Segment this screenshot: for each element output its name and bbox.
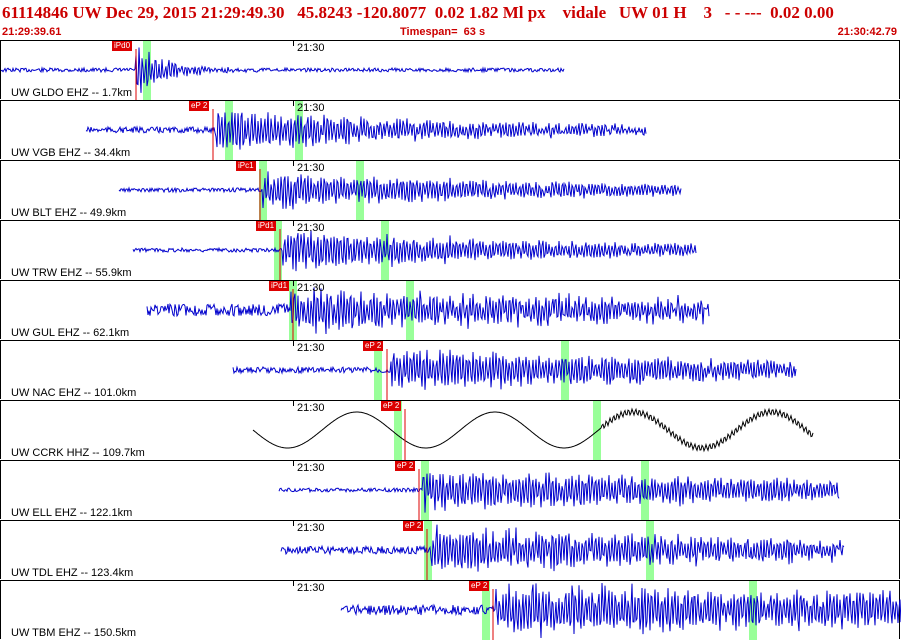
pick-label[interactable]: eP 2: [363, 341, 384, 351]
time-tick: [293, 101, 294, 106]
pick-label[interactable]: iPd0: [112, 41, 133, 51]
station-label: UW TDL EHZ -- 123.4km: [11, 567, 134, 579]
time-tick: [293, 461, 294, 466]
pick-label[interactable]: iPc1: [236, 161, 256, 171]
phase-highlight: [641, 461, 649, 520]
station-label: UW BLT EHZ -- 49.9km: [11, 207, 127, 219]
event-title: 61114846 UW Dec 29, 2015 21:29:49.30 45.…: [2, 3, 834, 22]
pick-label[interactable]: eP 2: [381, 401, 402, 411]
time-tick: [293, 161, 294, 166]
phase-highlight: [646, 521, 654, 580]
waveform: [0, 41, 565, 100]
time-label: 21:30: [297, 102, 325, 114]
time-label: 21:30: [297, 462, 325, 474]
waveform-trace: [278, 472, 840, 513]
pick-label[interactable]: eP 2: [469, 581, 490, 591]
waveform: [340, 581, 901, 640]
waveform: [280, 521, 845, 580]
trace-panel[interactable]: iPc1 21:30 UW BLT EHZ -- 49.9km: [0, 160, 900, 220]
station-label: UW TRW EHZ -- 55.9km: [11, 267, 132, 279]
trace-panel[interactable]: eP 2 21:30 UW ELL EHZ -- 122.1km: [0, 460, 900, 520]
station-label: UW ELL EHZ -- 122.1km: [11, 507, 133, 519]
waveform: [252, 401, 814, 460]
time-tick: [293, 281, 294, 286]
waveform-trace: [232, 349, 797, 390]
trace-panel[interactable]: iPd1 21:30 UW TRW EHZ -- 55.9km: [0, 220, 900, 280]
phase-highlight: [421, 461, 429, 520]
waveform-trace: [146, 287, 710, 335]
header-bar: 61114846 UW Dec 29, 2015 21:29:49.30 45.…: [0, 0, 901, 40]
trace-panel[interactable]: iPd0 21:30 UW GLDO EHZ -- 1.7km: [0, 40, 900, 100]
waveform: [232, 341, 797, 400]
waveform-trace: [280, 524, 845, 572]
time-label: 21:30: [297, 222, 325, 234]
start-time: 21:29:39.61: [2, 26, 62, 38]
time-label: 21:30: [297, 162, 325, 174]
time-label: 21:30: [297, 522, 325, 534]
phase-highlight: [143, 41, 151, 100]
pick-label[interactable]: iPd1: [256, 221, 277, 231]
station-label: UW VGB EHZ -- 34.4km: [11, 147, 131, 159]
pick-label[interactable]: eP 2: [403, 521, 424, 531]
trace-panel[interactable]: eP 2 21:30 UW CCRK HHZ -- 109.7km: [0, 400, 900, 460]
waveform-trace: [252, 407, 814, 453]
time-label: 21:30: [297, 282, 325, 294]
time-label: 21:30: [297, 342, 325, 354]
waveform-trace: [0, 47, 565, 93]
trace-panel[interactable]: eP 2 21:30 UW VGB EHZ -- 34.4km: [0, 100, 900, 160]
waveform-trace: [340, 582, 901, 639]
phase-highlight: [482, 581, 490, 640]
phase-highlight: [259, 161, 267, 220]
time-tick: [293, 341, 294, 346]
phase-highlight: [593, 401, 601, 460]
time-tick: [293, 221, 294, 226]
phase-highlight: [424, 521, 432, 580]
pick-label[interactable]: eP 2: [395, 461, 416, 471]
station-label: UW CCRK HHZ -- 109.7km: [11, 447, 145, 459]
time-tick: [293, 41, 294, 46]
pick-label[interactable]: iPd1: [269, 281, 290, 291]
trace-panel[interactable]: iPd1 21:30 UW GUL EHZ -- 62.1km: [0, 280, 900, 340]
timespan: Timespan= 63 s: [400, 26, 486, 38]
phase-highlight: [274, 221, 282, 280]
pick-label[interactable]: eP 2: [189, 101, 210, 111]
waveform: [85, 101, 647, 160]
waveform-trace: [132, 230, 697, 272]
time-label: 21:30: [297, 42, 325, 54]
waveform: [132, 221, 697, 280]
waveform: [278, 461, 840, 520]
station-label: UW GLDO EHZ -- 1.7km: [11, 87, 133, 99]
time-label: 21:30: [297, 402, 325, 414]
waveform-trace: [118, 171, 682, 210]
time-tick: [293, 401, 294, 406]
phase-highlight: [374, 341, 382, 400]
end-time: 21:30:42.79: [837, 26, 897, 38]
station-label: UW NAC EHZ -- 101.0km: [11, 387, 137, 399]
time-tick: [293, 521, 294, 526]
time-label: 21:30: [297, 582, 325, 594]
waveform: [118, 161, 682, 220]
station-label: UW TBM EHZ -- 150.5km: [11, 627, 137, 639]
waveform-trace: [85, 112, 647, 150]
station-label: UW GUL EHZ -- 62.1km: [11, 327, 130, 339]
trace-panel[interactable]: eP 2 21:30 UW TBM EHZ -- 150.5km: [0, 580, 901, 640]
time-tick: [293, 581, 294, 586]
phase-highlight: [406, 281, 414, 340]
phase-highlight: [394, 401, 402, 460]
trace-panel[interactable]: eP 2 21:30 UW TDL EHZ -- 123.4km: [0, 520, 900, 580]
trace-panel[interactable]: eP 2 21:30 UW NAC EHZ -- 101.0km: [0, 340, 900, 400]
waveform: [146, 281, 710, 340]
